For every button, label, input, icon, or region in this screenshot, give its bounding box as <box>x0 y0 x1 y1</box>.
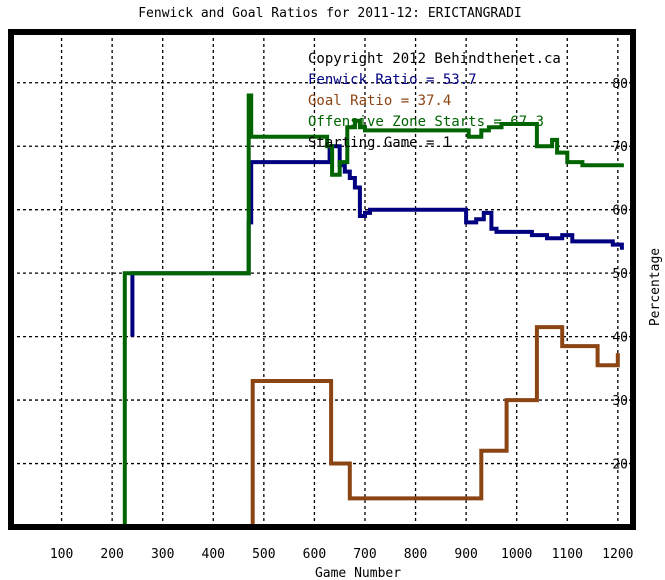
x-tick-label: 1000 <box>501 547 532 562</box>
series-line-2 <box>250 325 620 527</box>
y-tick-label: 60 <box>612 204 628 219</box>
series-line-3 <box>122 93 624 527</box>
y-tick-label: 20 <box>612 458 628 473</box>
x-tick-label: 700 <box>353 547 376 562</box>
annotation-line: Copyright 2012 Behindthenet.ca <box>308 51 561 67</box>
x-tick-label: 900 <box>454 547 477 562</box>
annotation-line: Fenwick Ratio = 53.7 <box>308 72 477 88</box>
x-tick-label: 1100 <box>552 547 583 562</box>
chart-title: Fenwick and Goal Ratios for 2011-12: ERI… <box>138 6 522 21</box>
x-tick-label: 100 <box>50 547 73 562</box>
y-tick-label: 70 <box>612 140 628 155</box>
plot-frame <box>8 29 636 530</box>
annotation-line: Starting Game = 1 <box>308 135 451 151</box>
x-tick-label: 600 <box>303 547 326 562</box>
y-axis-ticks: 20 30 40 50 60 70 80 <box>612 77 628 473</box>
series-group <box>122 93 624 527</box>
annotation-line: Goal Ratio = 37.4 <box>308 93 451 109</box>
x-tick-label: 500 <box>252 547 275 562</box>
x-axis-ticks: 100 200 300 400 500 600 700 800 900 1000 1100 1200 <box>50 547 634 562</box>
x-tick-label: 200 <box>100 547 123 562</box>
y-tick-label: 30 <box>612 394 628 409</box>
x-axis-label: Game Number <box>315 566 401 580</box>
x-tick-label: 800 <box>404 547 427 562</box>
y-axis-label: Percentage <box>648 248 663 326</box>
annotation-line: Offensive Zone Starts = 67.3 <box>308 114 544 130</box>
y-tick-label: 50 <box>612 267 628 282</box>
y-tick-label: 40 <box>612 331 628 346</box>
x-tick-label: 1200 <box>602 547 633 562</box>
series-line-1 <box>130 144 624 337</box>
x-tick-label: 400 <box>202 547 225 562</box>
annotations: Copyright 2012 Behindthenet.ca Fenwick Ra… <box>308 51 561 151</box>
x-tick-label: 300 <box>151 547 174 562</box>
y-tick-label: 80 <box>612 77 628 92</box>
